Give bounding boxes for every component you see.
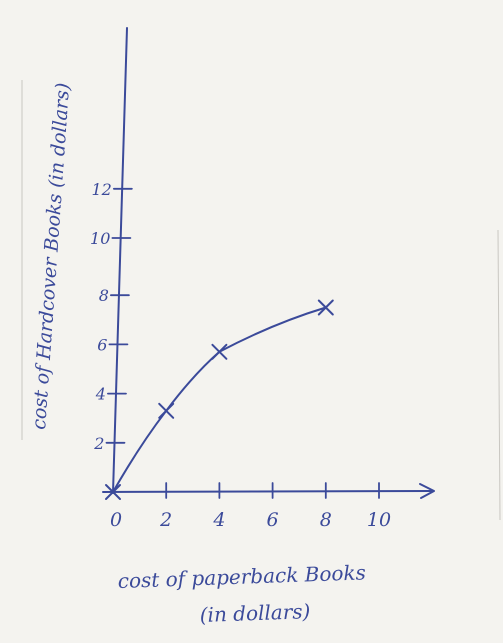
y-axis-ticks: 2 4 6 8 10 12 — [90, 180, 133, 453]
x-tick-label: 10 — [367, 509, 391, 531]
y-axis-label: cost of Hardcover Books (in dollars) — [28, 82, 74, 430]
y-tick-label: 12 — [91, 180, 111, 199]
data-point-markers — [105, 299, 334, 500]
x-axis — [102, 490, 433, 493]
page-edge-right — [497, 229, 501, 521]
y-tick-label: 4 — [95, 385, 106, 404]
x-axis-ticks: 0 2 4 6 8 10 — [110, 482, 391, 531]
series-line — [112, 306, 327, 493]
y-tick-label: 10 — [90, 229, 110, 248]
data-point-marker — [211, 343, 228, 360]
x-tick-label: 8 — [320, 509, 332, 531]
x-tick-label: 6 — [267, 509, 279, 531]
x-tick-label: 2 — [159, 509, 172, 531]
data-point-marker — [158, 402, 175, 419]
x-tick-label: 4 — [212, 509, 225, 531]
data-point-marker — [105, 484, 121, 500]
y-tick-label: 8 — [99, 286, 109, 305]
y-axis — [112, 27, 128, 494]
y-tick-label: 2 — [93, 434, 104, 453]
x-axis-label-line2: (in dollars) — [199, 599, 310, 627]
x-axis-label-line1: cost of paperback Books — [117, 560, 366, 593]
y-tick-label: 6 — [97, 335, 107, 354]
x-axis-arrowhead — [419, 483, 435, 499]
x-tick-label: 0 — [110, 509, 122, 531]
data-point-marker — [317, 299, 334, 316]
